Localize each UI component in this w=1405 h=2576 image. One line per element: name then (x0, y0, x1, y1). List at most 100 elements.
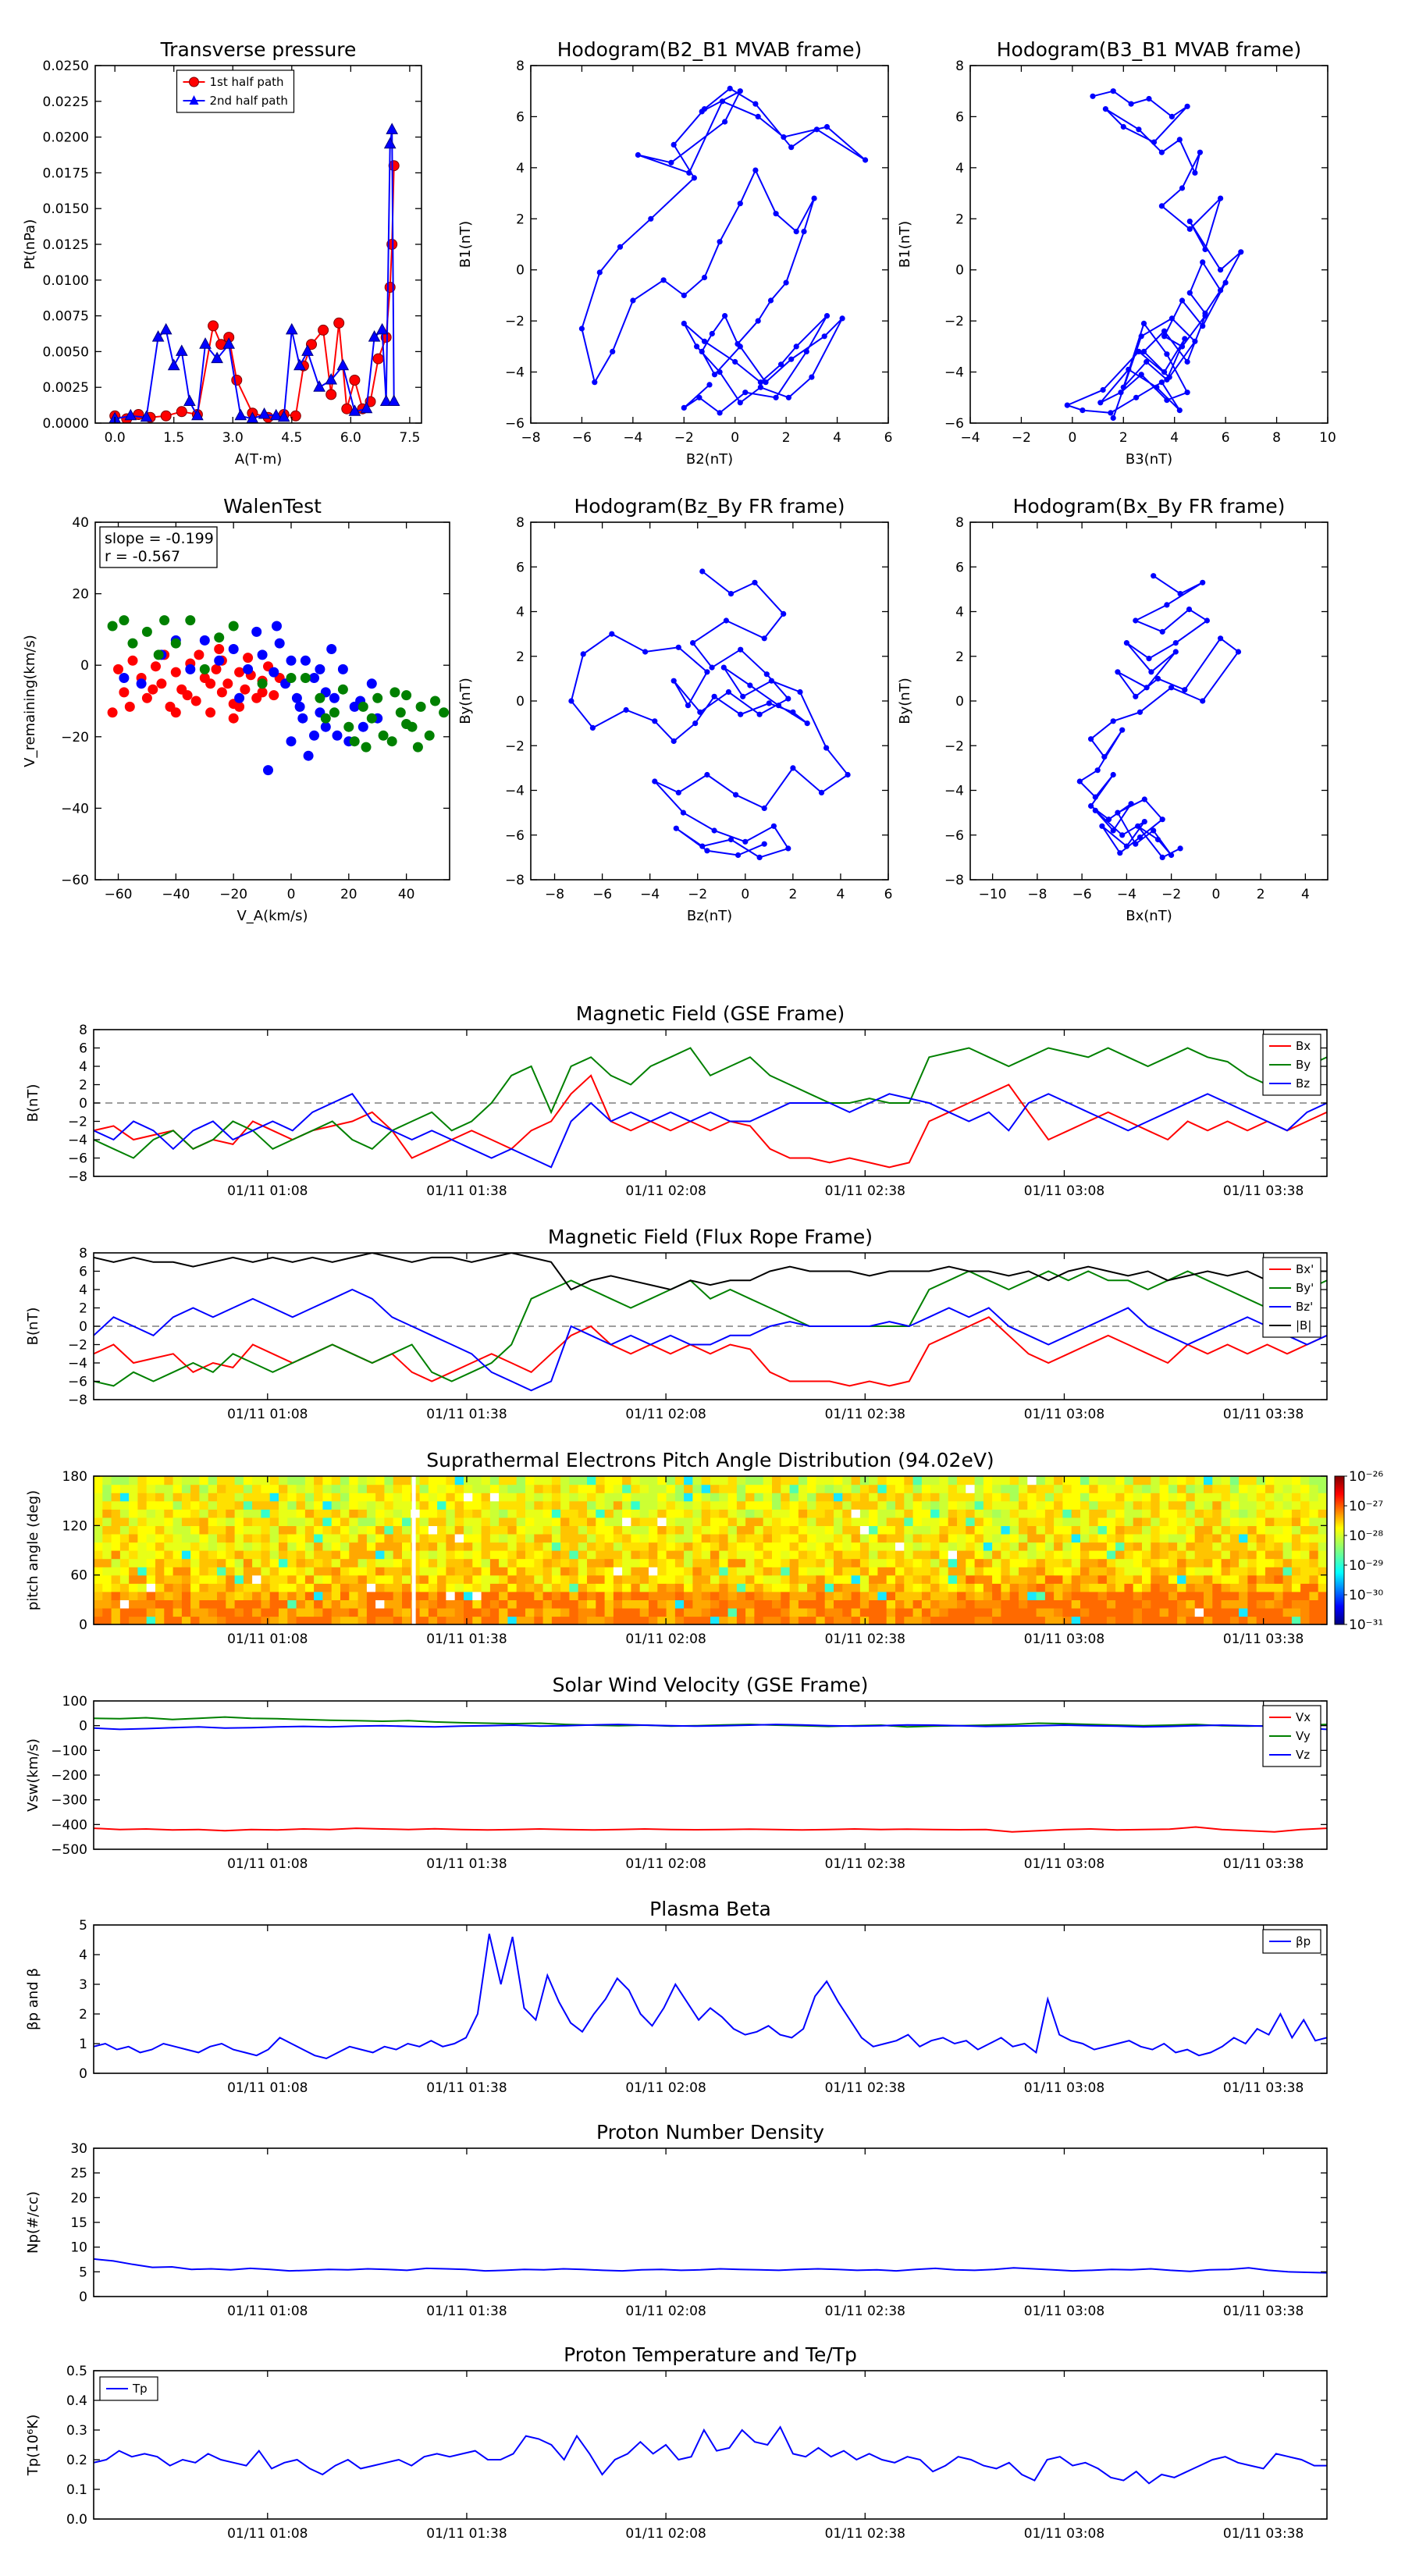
proton-temperature-y-axis-label: Tp(10⁶K) (25, 2414, 41, 2476)
heatmap-cell (340, 1591, 350, 1600)
walen-test-series-s2-point (401, 690, 412, 701)
heatmap-cell (349, 1533, 359, 1543)
heatmap-cell (666, 1542, 676, 1551)
heatmap-cell (217, 1591, 226, 1600)
heatmap-cell (419, 1599, 429, 1609)
heatmap-cell (684, 1517, 693, 1526)
heatmap-cell (542, 1567, 553, 1576)
heatmap-cell (1142, 1599, 1151, 1609)
heatmap-cell (834, 1550, 843, 1560)
heatmap-cell (1106, 1583, 1116, 1592)
heatmap-cell (489, 1542, 500, 1551)
heatmap-cell (1300, 1558, 1310, 1567)
heatmap-cell (137, 1517, 148, 1526)
heatmap-cell (754, 1591, 764, 1600)
heatmap-cell (279, 1509, 288, 1518)
heatmap-cell (1124, 1583, 1134, 1592)
heatmap-cell (375, 1558, 385, 1567)
heatmap-cell (869, 1607, 878, 1617)
magnetic-field-gse-series-bz-line (94, 1093, 1327, 1169)
plasma-beta-y-tick-label: 4 (79, 1948, 87, 1963)
heatmap-cell (1089, 1591, 1099, 1600)
heatmap-cell (393, 1583, 403, 1592)
magnetic-field-gse-y-tick-label: 2 (79, 1078, 87, 1094)
walen-test-series-s0-point (194, 649, 205, 660)
heatmap-cell (701, 1599, 711, 1609)
heatmap-cell (208, 1517, 218, 1526)
heatmap-cell (736, 1607, 746, 1617)
heatmap-cell (181, 1500, 191, 1510)
heatmap-cell (886, 1542, 896, 1551)
heatmap-cell (1247, 1599, 1257, 1609)
heatmap-cell (1124, 1616, 1134, 1624)
heatmap-cell (357, 1567, 368, 1576)
heatmap-cell (1265, 1493, 1275, 1502)
walen-test-y-tick-label: 20 (72, 587, 89, 603)
heatmap-cell (877, 1550, 887, 1560)
hodogram-bx-by-y-tick-label: 6 (955, 560, 964, 575)
heatmap-cell (1106, 1500, 1116, 1510)
hodogram-b3-b1-y-tick-label: −6 (944, 416, 964, 432)
heatmap-cell (1124, 1599, 1134, 1609)
heatmap-cell (745, 1476, 755, 1485)
heatmap-cell (974, 1550, 984, 1560)
hodogram-bz-by-series-s0-point (680, 809, 687, 816)
heatmap-cell (234, 1476, 244, 1485)
heatmap-cell (1282, 1574, 1293, 1584)
hodogram-bx-by-series-s0-point (1141, 796, 1147, 802)
heatmap-cell (631, 1607, 641, 1617)
heatmap-cell (269, 1476, 279, 1485)
heatmap-cell (489, 1533, 500, 1543)
heatmap-cell (349, 1493, 359, 1502)
heatmap-cell (1239, 1591, 1248, 1600)
heatmap-cell (226, 1574, 236, 1584)
heatmap-cell (1221, 1476, 1231, 1485)
heatmap-cell (1054, 1599, 1063, 1609)
heatmap-cell (279, 1533, 288, 1543)
heatmap-cell (551, 1599, 561, 1609)
walen-test-series-s2-point (153, 649, 164, 660)
heatmap-cell (384, 1583, 394, 1592)
heatmap-cell (798, 1558, 808, 1567)
heatmap-cell (181, 1616, 191, 1624)
heatmap-cell (1151, 1616, 1161, 1624)
heatmap-cell (939, 1558, 949, 1567)
heatmap-cell (692, 1533, 702, 1543)
heatmap-cell (331, 1567, 341, 1576)
heatmap-cell (102, 1500, 112, 1510)
heatmap-cell (1019, 1484, 1028, 1493)
hodogram-b2-b1-y-tick-label: 2 (516, 212, 525, 227)
heatmap-cell (710, 1591, 720, 1600)
proton-number-density-y-tick-label: 5 (79, 2265, 87, 2280)
heatmap-cell (287, 1542, 297, 1551)
walen-test-series-s2-point (430, 696, 440, 706)
heatmap-cell (649, 1517, 658, 1526)
proton-temperature-x-tick-label: 01/11 02:08 (625, 2526, 706, 2542)
heatmap-cell (816, 1542, 826, 1551)
transverse-pressure-series-2ndhalfpath-point (375, 322, 389, 335)
heatmap-cell (340, 1533, 350, 1543)
walen-test-series-s0-point (170, 707, 181, 718)
heatmap-cell (807, 1616, 816, 1624)
heatmap-cell (516, 1574, 526, 1584)
transverse-pressure-series-2ndhalfpath-point (234, 408, 247, 421)
heatmap-cell (243, 1599, 253, 1609)
heatmap-cell (974, 1525, 984, 1535)
heatmap-cell (1186, 1476, 1196, 1485)
heatmap-cell (1221, 1616, 1231, 1624)
heatmap-cell (684, 1484, 693, 1493)
heatmap-cell (596, 1525, 606, 1535)
transverse-pressure-series-2ndhalfpath-point (277, 410, 290, 422)
heatmap-cell (578, 1607, 588, 1617)
heatmap-cell (631, 1599, 641, 1609)
heatmap-cell (516, 1607, 526, 1617)
heatmap-cell (869, 1517, 878, 1526)
heatmap-cell (1062, 1476, 1072, 1485)
heatmap-cell (349, 1558, 359, 1567)
magnetic-field-fr-series-bx-line (94, 1316, 1327, 1387)
heatmap-cell (613, 1567, 623, 1576)
heatmap-cell (834, 1500, 843, 1510)
hodogram-bz-by-series-s0-point (727, 591, 735, 597)
heatmap-cell (569, 1542, 579, 1551)
